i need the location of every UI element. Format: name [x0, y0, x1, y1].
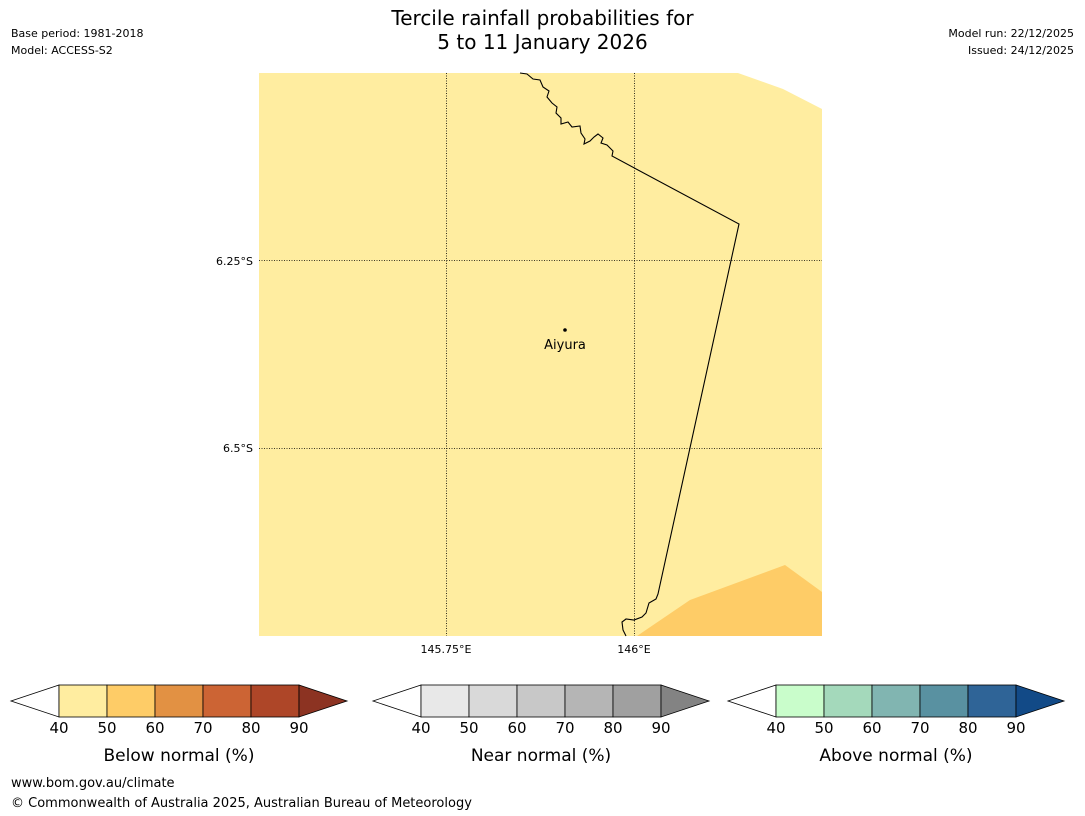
near-normal-under-triangle — [371, 684, 422, 718]
near-normal-tick-60: 60 — [507, 719, 527, 737]
near-normal-label: Near normal (%) — [470, 746, 612, 766]
base-period-text: Base period: 1981-2018 — [11, 27, 144, 40]
above-normal-box-3 — [919, 684, 969, 718]
below-normal-box-3 — [202, 684, 252, 718]
below-normal-label: Below normal (%) — [103, 746, 255, 766]
map-land-fill — [259, 73, 822, 636]
above-normal-box-1 — [823, 684, 873, 718]
near-normal-tick-90: 90 — [651, 719, 671, 737]
above-normal-over-triangle — [1015, 684, 1066, 718]
aiyura-label: Aiyura — [544, 338, 586, 353]
copyright-text: © Commonwealth of Australia 2025, Austra… — [11, 796, 472, 811]
below-normal-tick-90: 90 — [289, 719, 309, 737]
below-normal-tick-60: 60 — [145, 719, 165, 737]
near-normal-box-0 — [420, 684, 470, 718]
near-normal-box-3 — [564, 684, 614, 718]
above-normal-tick-60: 60 — [862, 719, 882, 737]
above-normal-box-0 — [775, 684, 825, 718]
near-normal-over-triangle — [660, 684, 711, 718]
near-normal-tick-50: 50 — [459, 719, 479, 737]
above-normal-under-triangle — [726, 684, 777, 718]
issued-text: Issued: 24/12/2025 — [967, 44, 1074, 57]
lat-label-6-5: 6.5°S — [223, 442, 253, 455]
near-normal-box-2 — [516, 684, 566, 718]
below-normal-tick-70: 70 — [193, 719, 213, 737]
near-normal-box-4 — [612, 684, 662, 718]
above-normal-box-2 — [871, 684, 921, 718]
map-higher-probability-region — [637, 565, 822, 636]
below-normal-tick-80: 80 — [241, 719, 261, 737]
model-text: Model: ACCESS-S2 — [11, 44, 113, 57]
website-text: www.bom.gov.au/climate — [11, 776, 175, 791]
lat-label-6-25: 6.25°S — [216, 255, 253, 268]
lon-label-146: 146°E — [617, 643, 651, 656]
near-normal-box-1 — [468, 684, 518, 718]
below-normal-tick-50: 50 — [97, 719, 117, 737]
meta-left: Base period: 1981-2018 Model: ACCESS-S2 — [11, 25, 143, 59]
above-normal-tick-80: 80 — [958, 719, 978, 737]
map-area — [259, 72, 822, 637]
above-normal-tick-70: 70 — [910, 719, 930, 737]
meta-right: Model run: 22/12/2025 Issued: 24/12/2025 — [948, 25, 1074, 59]
above-normal-box-4 — [967, 684, 1017, 718]
title-line-1: Tercile rainfall probabilities for — [391, 6, 694, 30]
near-normal-tick-70: 70 — [555, 719, 575, 737]
lon-label-145-75: 145.75°E — [420, 643, 472, 656]
near-normal-tick-80: 80 — [603, 719, 623, 737]
below-normal-box-1 — [106, 684, 156, 718]
aiyura-marker — [563, 328, 567, 332]
model-run-text: Model run: 22/12/2025 — [948, 27, 1074, 40]
above-normal-tick-90: 90 — [1006, 719, 1026, 737]
above-normal-tick-40: 40 — [766, 719, 786, 737]
below-normal-box-0 — [58, 684, 108, 718]
colorbars — [9, 684, 1066, 718]
below-normal-tick-40: 40 — [49, 719, 69, 737]
chart-title: Tercile rainfall probabilities for 5 to … — [0, 6, 1085, 54]
below-normal-under-triangle — [9, 684, 60, 718]
above-normal-label: Above normal (%) — [819, 746, 973, 766]
above-normal-tick-50: 50 — [814, 719, 834, 737]
below-normal-box-2 — [154, 684, 204, 718]
below-normal-over-triangle — [298, 684, 349, 718]
near-normal-tick-40: 40 — [411, 719, 431, 737]
border-line — [519, 72, 740, 637]
below-normal-box-4 — [250, 684, 300, 718]
title-line-2: 5 to 11 January 2026 — [437, 30, 648, 54]
